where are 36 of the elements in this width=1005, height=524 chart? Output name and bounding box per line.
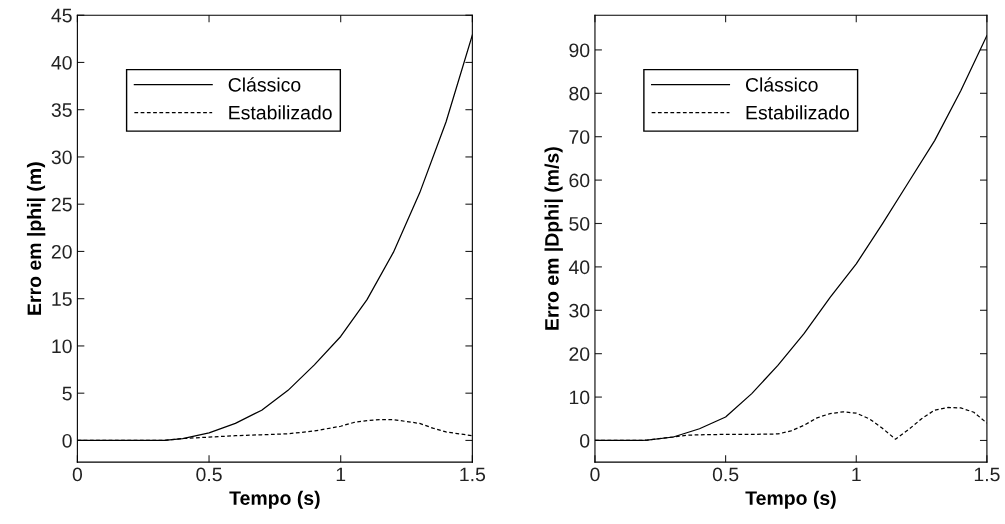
x-tick-label: 0 bbox=[590, 467, 600, 482]
x-tick-label: 0 bbox=[72, 467, 83, 482]
legend-label: Clássico bbox=[745, 77, 818, 92]
y-tick-label: 15 bbox=[52, 292, 72, 306]
y-tick-label: 0 bbox=[62, 433, 72, 448]
y-axis-title: Erro em |Dphi| (m/s) bbox=[544, 147, 563, 330]
y-tick-label: 45 bbox=[51, 8, 72, 23]
y-tick-label: 40 bbox=[51, 55, 72, 70]
x-tick-label: 1 bbox=[852, 467, 861, 482]
x-tick-label: 1 bbox=[336, 467, 346, 482]
y-tick-label: 70 bbox=[569, 130, 590, 144]
y-tick-label: 80 bbox=[569, 86, 590, 101]
y-tick-label: 60 bbox=[569, 173, 590, 188]
x-tick-label: 1.5 bbox=[974, 467, 1000, 482]
legend-label: Estabilizado bbox=[229, 105, 332, 120]
y-tick-label: 10 bbox=[569, 390, 590, 405]
x-axis-title: Tempo (s) bbox=[229, 490, 320, 509]
x-axis-title: Tempo (s) bbox=[745, 490, 836, 509]
x-tick-label: 1.5 bbox=[460, 467, 486, 482]
y-tick-label: 5 bbox=[62, 386, 72, 401]
x-tick-label: 0.5 bbox=[196, 467, 222, 482]
legend-label: Clássico bbox=[228, 77, 301, 92]
y-tick-label: 10 bbox=[52, 339, 72, 354]
y-tick-label: 30 bbox=[51, 150, 72, 165]
y-tick-label: 0 bbox=[580, 433, 590, 448]
y-tick-label: 20 bbox=[569, 347, 590, 361]
x-tick-label: 0.5 bbox=[712, 467, 739, 482]
y-tick-label: 30 bbox=[569, 303, 590, 318]
y-tick-label: 25 bbox=[51, 197, 72, 212]
y-tick-label: 50 bbox=[569, 216, 590, 231]
y-tick-label: 90 bbox=[569, 43, 590, 58]
y-tick-label: 20 bbox=[51, 244, 72, 259]
y-tick-label: 40 bbox=[568, 260, 590, 275]
y-axis-title: Erro em |phi| (m) bbox=[26, 162, 46, 315]
legend-label: Estabilizado bbox=[746, 105, 850, 120]
y-tick-label: 35 bbox=[51, 103, 72, 117]
